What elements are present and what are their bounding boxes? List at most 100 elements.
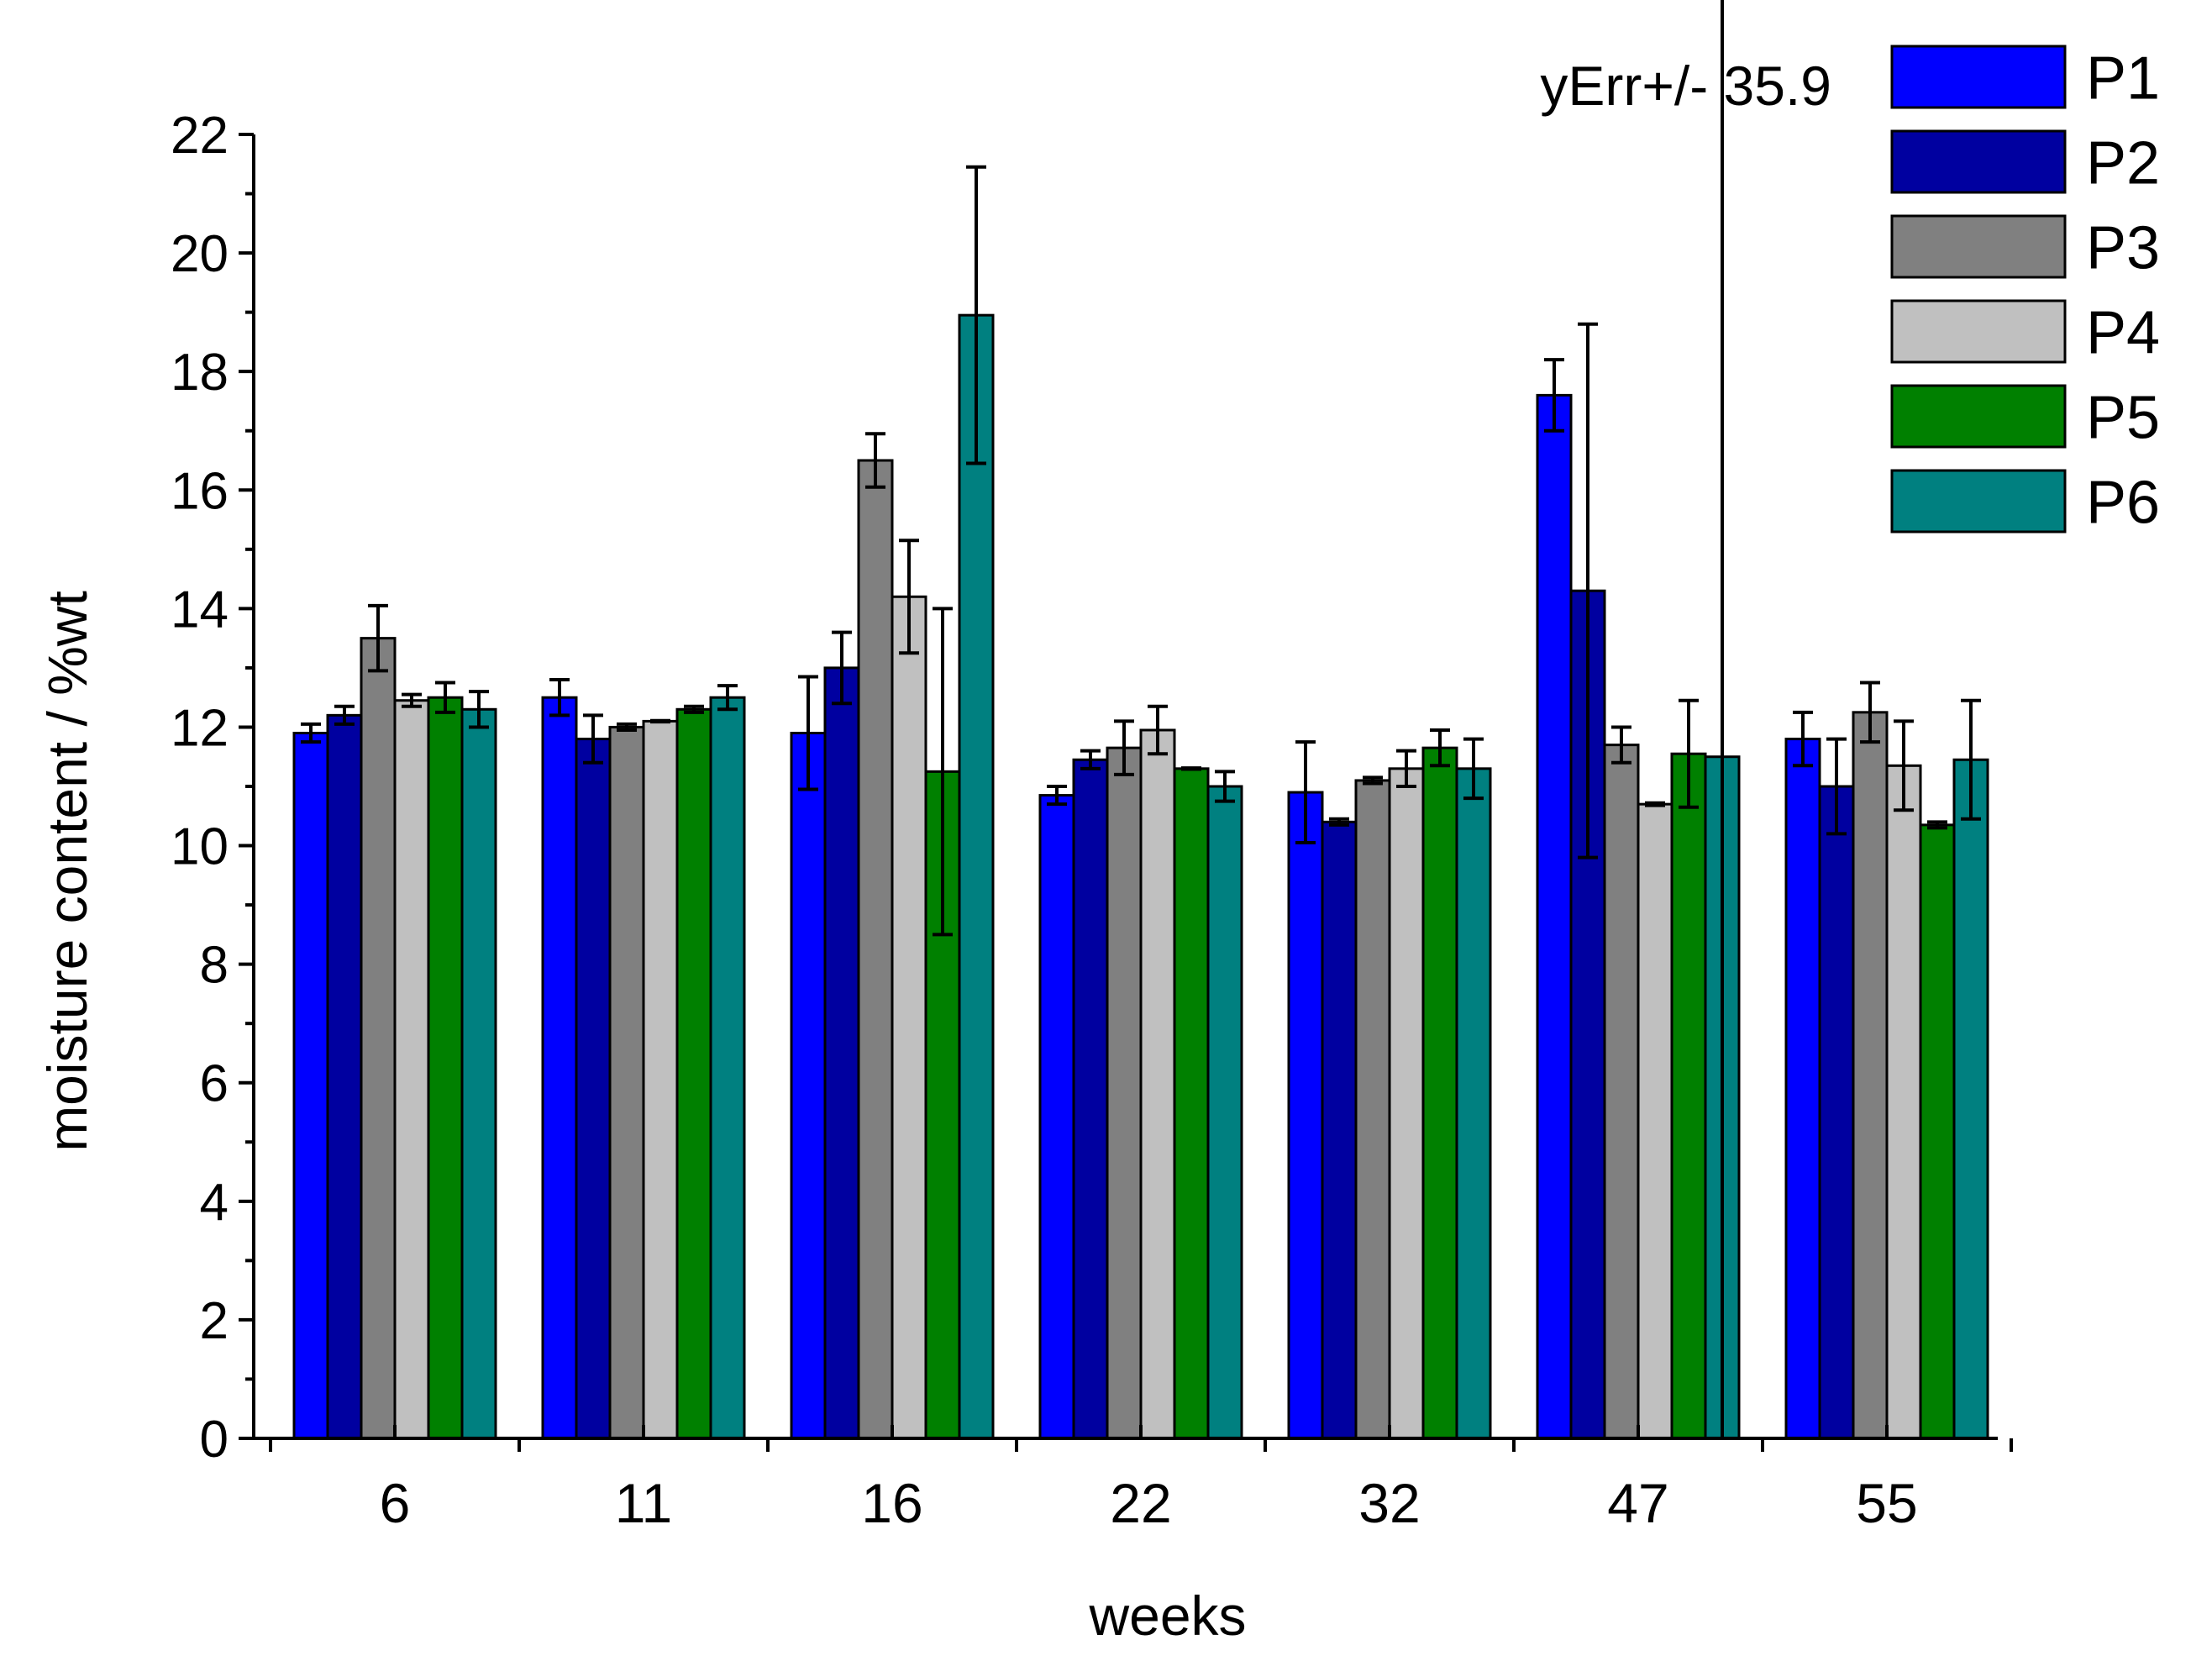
error-bar-p4-week-6: [402, 692, 422, 708]
bar-p5-week-55: [1919, 823, 1956, 1440]
bar-p2-week-22: [1072, 758, 1109, 1440]
x-tick-label-6: 6: [380, 1472, 411, 1534]
bar-p6-week-55: [1952, 758, 1989, 1440]
error-bar-p4-week-32: [1396, 749, 1416, 788]
bar-p6-week-16: [958, 313, 995, 1440]
error-bar-p6-week-11: [717, 684, 738, 712]
bar-p4-week-22: [1139, 728, 1176, 1440]
bar-p1-week-47: [1536, 393, 1573, 1440]
y-tick-label: 2: [200, 1292, 229, 1350]
y-tick-label: 6: [200, 1055, 229, 1113]
y-tick-label: 0: [200, 1411, 229, 1469]
bar-p6-week-32: [1455, 767, 1492, 1440]
error-bar-p2-week-6: [334, 704, 355, 726]
x-axis-title: weeks: [1088, 1585, 1246, 1647]
error-bar-p5-week-16: [933, 607, 953, 937]
error-bar-p6-week-22: [1215, 770, 1235, 803]
labels-layer: moisture content / %wt weeks yErr+/- 35.…: [36, 55, 1918, 1647]
error-bar-p2-week-22: [1080, 749, 1101, 770]
bar-p1-week-55: [1784, 738, 1821, 1440]
legend-swatch-p3: [1890, 214, 2067, 279]
bar-p2-week-6: [326, 713, 363, 1440]
legend-swatch-p2: [1890, 129, 2067, 194]
x-tick-label-11: 11: [615, 1472, 673, 1534]
error-bar-p4-week-55: [1894, 719, 1914, 812]
bar-p3-week-11: [608, 725, 645, 1440]
bar-p5-week-32: [1421, 746, 1458, 1440]
error-annotation-label: yErr+/- 35.9: [1540, 55, 1831, 117]
x-tick-label-47: 47: [1607, 1472, 1668, 1534]
y-tick-label: 22: [171, 107, 229, 165]
legend: P1 P2 P3 P4 P5 P6: [1890, 45, 2160, 537]
y-tick-label: 8: [200, 937, 229, 995]
axes-layer: [239, 133, 2013, 1452]
error-bar-p2-week-55: [1826, 737, 1847, 836]
error-bar-p6-week-16: [966, 165, 986, 465]
error-bar-p1-week-6: [301, 722, 321, 744]
error-bar-p3-week-22: [1114, 719, 1134, 776]
y-tick-label: 14: [171, 581, 229, 639]
legend-label-p3: P3: [2086, 215, 2160, 282]
error-bars-layer: [301, 0, 1981, 1438]
legend-label-p6: P6: [2086, 470, 2160, 537]
bar-p1-week-16: [790, 732, 827, 1440]
error-bar-p3-week-11: [617, 722, 637, 732]
error-bar-p4-week-22: [1148, 704, 1168, 756]
y-tick-label: 12: [171, 699, 229, 757]
y-tick-label: 10: [171, 818, 229, 876]
x-tick-label-16: 16: [861, 1472, 922, 1534]
bar-p2-week-55: [1818, 785, 1855, 1440]
y-tick-label: 4: [200, 1174, 229, 1232]
x-tick-label-55: 55: [1856, 1472, 1917, 1534]
bar-p5-week-22: [1173, 767, 1210, 1440]
error-bar-p5-week-11: [684, 704, 704, 714]
bar-p4-week-55: [1885, 764, 1922, 1440]
bar-p3-week-55: [1852, 711, 1889, 1440]
legend-label-p4: P4: [2086, 300, 2160, 367]
error-bar-p5-week-47: [1679, 698, 1699, 809]
bar-p3-week-6: [360, 637, 397, 1440]
bar-p1-week-11: [541, 696, 578, 1440]
legend-swatch-p5: [1890, 384, 2067, 449]
legend-swatch-p4: [1890, 299, 2067, 364]
bar-p2-week-11: [575, 738, 612, 1440]
error-bar-p4-week-47: [1645, 801, 1665, 807]
y-tick-label: 20: [171, 225, 229, 283]
bar-p5-week-47: [1670, 752, 1707, 1440]
error-bar-p1-week-55: [1793, 710, 1813, 768]
legend-label-p2: P2: [2086, 130, 2160, 197]
bar-p4-week-16: [891, 595, 927, 1440]
bar-p4-week-6: [393, 699, 430, 1440]
error-bar-p3-week-55: [1860, 681, 1880, 744]
bar-p1-week-32: [1287, 791, 1324, 1440]
bar-p5-week-6: [427, 696, 464, 1440]
y-tick-label: 18: [171, 344, 229, 402]
bar-p3-week-32: [1354, 779, 1391, 1440]
bar-p4-week-11: [642, 719, 679, 1440]
y-axis-title: moisture content / %wt: [36, 591, 98, 1152]
error-bar-p2-week-32: [1329, 817, 1349, 827]
bar-p3-week-16: [857, 459, 894, 1440]
error-bar-p3-week-6: [368, 603, 388, 673]
error-bar-p4-week-16: [899, 539, 919, 655]
error-bar-p3-week-16: [865, 432, 885, 489]
bar-p1-week-22: [1038, 794, 1075, 1440]
bar-p6-week-11: [709, 696, 746, 1440]
legend-label-p5: P5: [2086, 385, 2160, 452]
bar-p6-week-6: [460, 707, 497, 1440]
error-bar-p4-week-11: [650, 718, 670, 724]
bar-p2-week-32: [1321, 820, 1358, 1440]
error-bar-p6-week-32: [1463, 737, 1484, 801]
error-bar-p1-week-11: [549, 678, 570, 717]
y-tick-label: 16: [171, 462, 229, 520]
bar-p6-week-22: [1206, 785, 1243, 1440]
bar-p1-week-6: [292, 732, 329, 1440]
x-tick-label-22: 22: [1110, 1472, 1171, 1534]
error-bar-p2-week-11: [583, 713, 603, 765]
legend-swatch-p1: [1890, 45, 2067, 109]
error-bar-p3-week-32: [1363, 775, 1383, 786]
bar-p3-week-47: [1603, 744, 1640, 1440]
bar-p3-week-22: [1106, 746, 1143, 1440]
bar-p4-week-47: [1637, 802, 1673, 1440]
